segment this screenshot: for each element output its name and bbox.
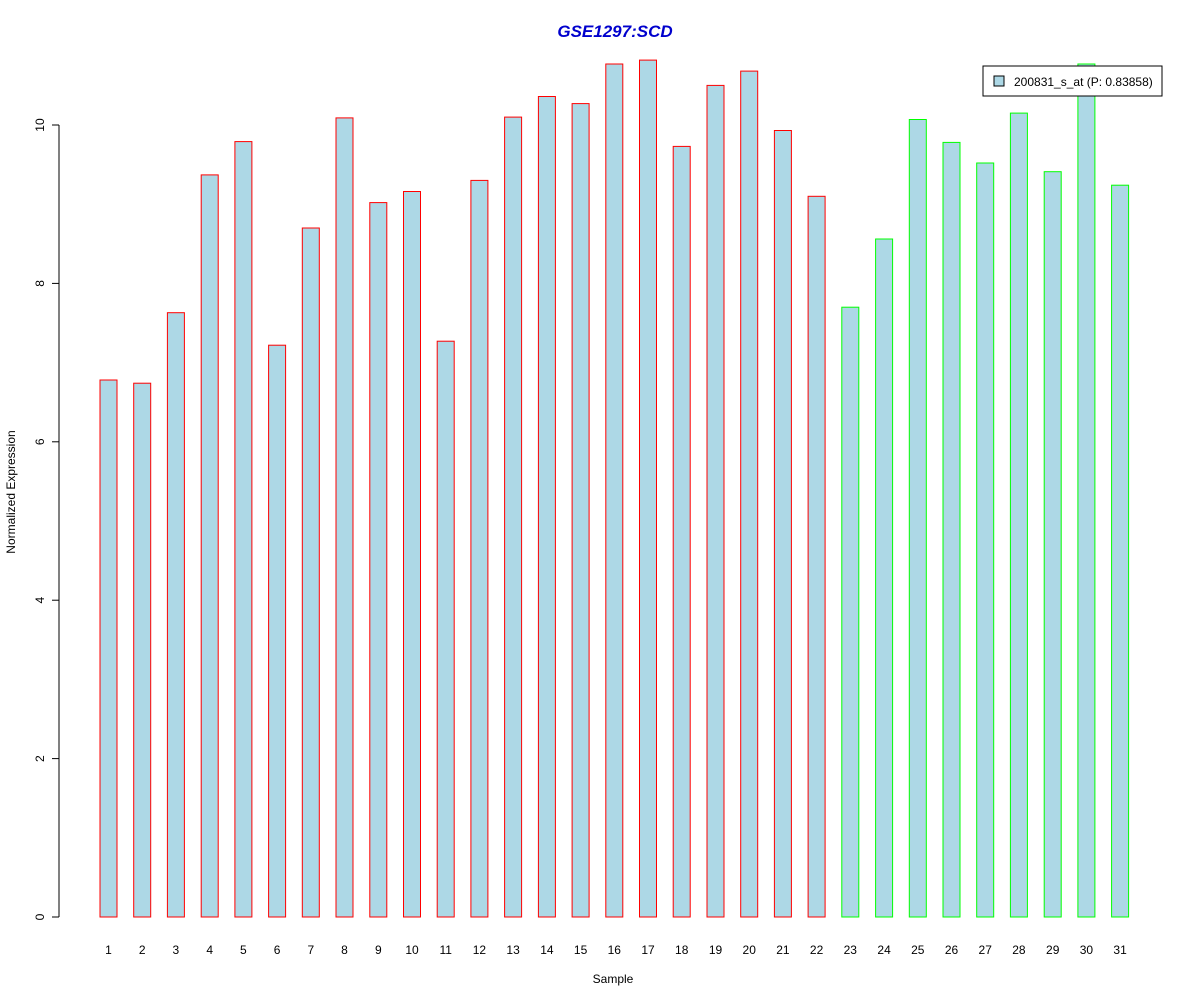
x-axis-title: Sample (593, 972, 634, 986)
x-tick-label: 20 (743, 943, 757, 957)
x-tick-label: 5 (240, 943, 247, 957)
x-tick-label: 3 (173, 943, 180, 957)
bar-sample-5 (234, 141, 253, 918)
bar-sample-24 (875, 238, 894, 918)
x-tick-label: 10 (405, 943, 419, 957)
bar-sample-3 (166, 312, 185, 918)
x-tick-label: 9 (375, 943, 382, 957)
x-tick-label: 31 (1113, 943, 1127, 957)
legend-swatch (993, 75, 1005, 87)
bar-sample-20 (740, 70, 759, 918)
x-tick-label: 6 (274, 943, 281, 957)
x-tick-label: 23 (844, 943, 858, 957)
bar-sample-31 (1111, 184, 1130, 918)
bar-sample-16 (605, 63, 624, 918)
bar-sample-8 (335, 117, 354, 918)
bars-group (99, 59, 1130, 918)
chart-title: GSE1297:SCD (557, 22, 672, 41)
bar-sample-29 (1043, 171, 1062, 918)
bar-sample-28 (1009, 112, 1028, 918)
x-tick-label: 19 (709, 943, 723, 957)
x-tick-label: 12 (473, 943, 487, 957)
x-tick-label: 26 (945, 943, 959, 957)
bar-sample-12 (470, 179, 489, 918)
bar-sample-15 (571, 103, 590, 918)
y-axis-title: Normalized Expression (4, 430, 18, 553)
bar-sample-25 (908, 119, 927, 918)
bar-sample-22 (807, 195, 826, 918)
bar-sample-18 (672, 145, 691, 918)
x-tick-label: 18 (675, 943, 689, 957)
x-tick-label: 28 (1012, 943, 1026, 957)
bar-sample-9 (369, 202, 388, 918)
x-tick-label: 25 (911, 943, 925, 957)
x-tick-label: 1 (105, 943, 112, 957)
bar-sample-26 (942, 141, 961, 918)
x-tick-label: 7 (307, 943, 314, 957)
x-tick-label: 22 (810, 943, 824, 957)
x-tick-label: 2 (139, 943, 146, 957)
x-tick-label: 13 (506, 943, 520, 957)
x-tick-label: 4 (206, 943, 213, 957)
bar-sample-10 (403, 191, 421, 918)
bar-sample-6 (268, 344, 287, 918)
legend-box (982, 65, 1163, 97)
bar-sample-13 (504, 116, 523, 918)
bar-sample-19 (706, 84, 725, 918)
x-tick-label: 8 (341, 943, 348, 957)
x-tick-label: 16 (608, 943, 622, 957)
bar-sample-30 (1077, 63, 1096, 918)
x-tick-label: 30 (1080, 943, 1094, 957)
bar-sample-11 (436, 340, 455, 918)
bar-sample-27 (976, 162, 995, 918)
legend-label: 200831_s_at (P: 0.83858) (1014, 75, 1153, 89)
bar-sample-1 (99, 379, 118, 918)
bar-sample-17 (639, 59, 657, 918)
x-tick-label: 17 (641, 943, 655, 957)
x-tick-labels: 1 2 3 4 5 6 7 8 9 10 11 12 13 14 15 16 17 18 19 20 21 22 23 24 2… (105, 943, 1127, 957)
y-tick-label: 6 (33, 438, 47, 445)
bar-sample-2 (133, 382, 152, 918)
x-tick-label: 15 (574, 943, 588, 957)
x-tick-label: 29 (1046, 943, 1060, 957)
y-axis: 0 2 4 6 8 10 (33, 118, 60, 920)
bar-sample-7 (301, 227, 320, 918)
y-tick-label: 0 (33, 913, 47, 920)
y-tick-label: 8 (33, 280, 47, 287)
x-tick-label: 11 (439, 943, 452, 957)
bar-sample-21 (773, 130, 792, 918)
bar-sample-23 (841, 306, 860, 918)
x-tick-label: 14 (540, 943, 554, 957)
bar-sample-4 (200, 174, 219, 918)
x-tick-label: 27 (979, 943, 993, 957)
y-tick-label: 4 (33, 597, 47, 604)
bar-sample-14 (537, 96, 556, 918)
x-tick-label: 21 (776, 943, 790, 957)
y-tick-label: 10 (33, 118, 47, 132)
y-tick-label: 2 (33, 755, 47, 762)
legend: 200831_s_at (P: 0.83858) (982, 65, 1163, 97)
x-tick-label: 24 (877, 943, 891, 957)
